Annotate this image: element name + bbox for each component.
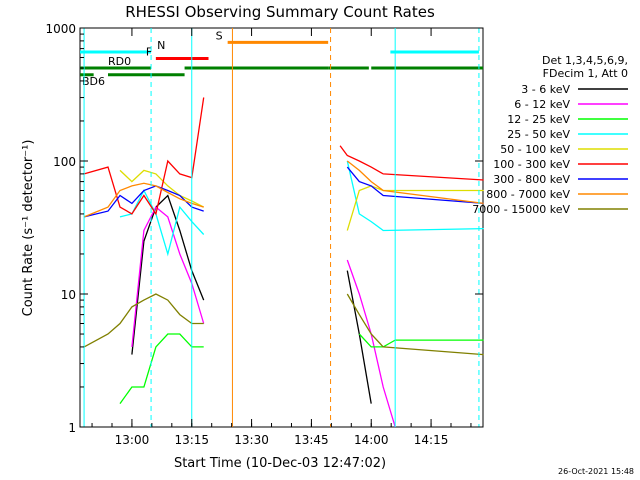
series-line-3	[119, 333, 484, 404]
y-axis-ticks: 1 10 100 1000	[45, 22, 483, 435]
series-line-9	[83, 293, 484, 356]
markers-layer	[83, 28, 480, 427]
x-tick-label: 13:45	[294, 433, 329, 447]
x-tick-label: 13:15	[174, 433, 209, 447]
plot-frame	[79, 27, 484, 428]
y-tick-label: 1000	[45, 22, 76, 36]
legend-header-line: Det 1,3,4,5,6,9,	[542, 54, 628, 67]
legend-label: 300 - 800 keV	[493, 173, 570, 186]
legend-label: 25 - 50 keV	[507, 128, 570, 141]
series-line-8	[83, 160, 484, 218]
flag-label-s: S	[216, 29, 223, 42]
timestamp: 26-Oct-2021 15:48	[558, 467, 634, 476]
series-line-4	[119, 160, 484, 257]
x-tick-label: 13:00	[115, 433, 150, 447]
series-layer	[83, 97, 484, 428]
legend: Det 1,3,4,5,6,9,FDecim 1, Att 0 3 - 6 keV…	[472, 54, 628, 216]
legend-label: 12 - 25 keV	[507, 113, 570, 126]
y-tick-label: 10	[61, 288, 76, 302]
y-tick-label: 1	[68, 421, 76, 435]
flag-label-f: F	[146, 45, 152, 58]
flag-label-n: N	[157, 39, 165, 52]
series-line-5	[119, 169, 484, 231]
legend-label: 3 - 6 keV	[521, 83, 570, 96]
x-tick-label: 13:30	[234, 433, 269, 447]
x-tick-label: 14:15	[414, 433, 449, 447]
x-tick-label: 14:00	[354, 433, 389, 447]
legend-label: 800 - 7000 keV	[486, 188, 570, 201]
x-axis-ticks: 13:00 13:15 13:30 13:45 14:00 14:15	[91, 28, 472, 447]
flag-label-rd0: RD0	[108, 55, 131, 68]
x-axis-label: Start Time (10-Dec-03 12:47:02)	[174, 456, 386, 471]
legend-label: 50 - 100 keV	[500, 143, 570, 156]
legend-header-line: FDecim 1, Att 0	[543, 67, 628, 80]
y-axis-label: Count Rate (s⁻¹ detector⁻¹)	[21, 140, 36, 317]
series-line-6	[83, 97, 484, 216]
flag-label-bd6: BD6	[82, 75, 105, 88]
y-tick-label: 100	[53, 155, 76, 169]
chart-title: RHESSI Observing Summary Count Rates	[125, 3, 435, 21]
legend-label: 6 - 12 keV	[514, 98, 570, 111]
legend-label: 7000 - 15000 keV	[472, 203, 570, 216]
legend-label: 100 - 300 keV	[493, 158, 570, 171]
